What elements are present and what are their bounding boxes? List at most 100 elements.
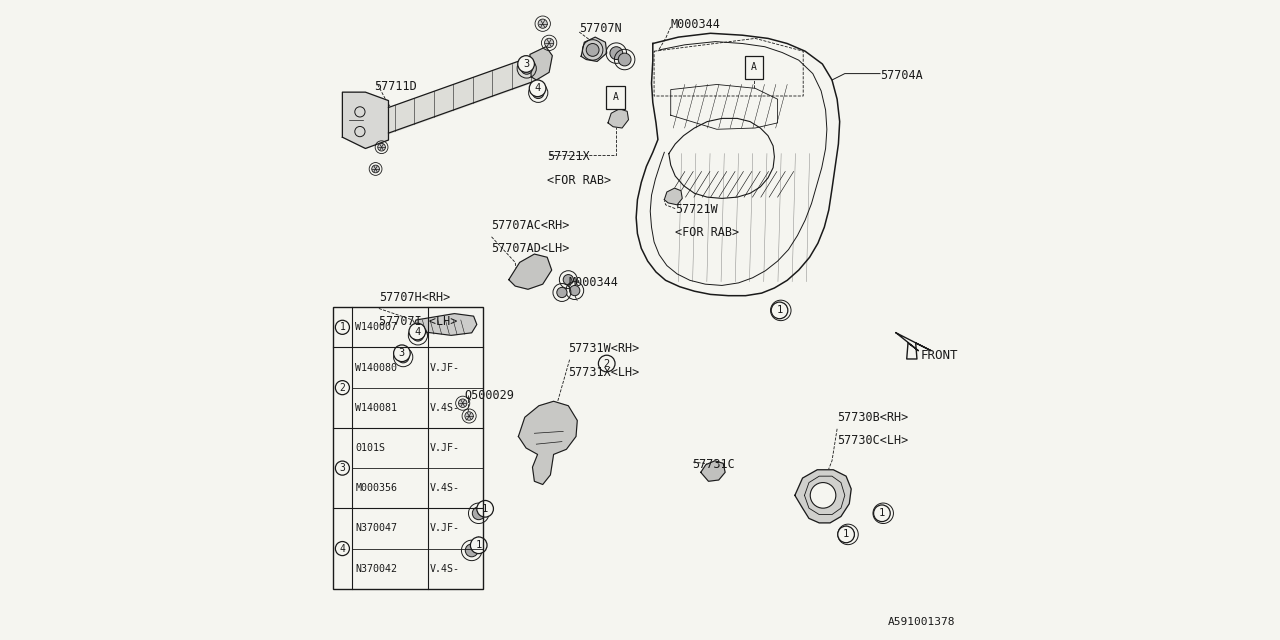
Circle shape [521, 63, 532, 74]
Circle shape [599, 355, 616, 372]
Text: 57707H<RH>: 57707H<RH> [379, 291, 451, 304]
Circle shape [771, 302, 788, 319]
Text: V.4S-: V.4S- [430, 403, 460, 413]
Text: 57707AD<LH>: 57707AD<LH> [492, 242, 570, 255]
Text: 4: 4 [339, 543, 346, 554]
Text: W140081: W140081 [356, 403, 397, 413]
Text: 57731X<LH>: 57731X<LH> [568, 366, 640, 379]
Text: <FOR RAB>: <FOR RAB> [548, 174, 612, 187]
Circle shape [544, 38, 554, 47]
Text: W140080: W140080 [356, 362, 397, 372]
Text: 57731W<RH>: 57731W<RH> [568, 342, 640, 355]
Text: 57707I <LH>: 57707I <LH> [379, 315, 457, 328]
Text: 2: 2 [604, 358, 609, 369]
Circle shape [371, 165, 379, 173]
Circle shape [774, 304, 787, 317]
Circle shape [397, 351, 410, 363]
Polygon shape [896, 333, 932, 359]
Text: 57731C: 57731C [692, 458, 735, 470]
Circle shape [842, 528, 855, 541]
Text: 4: 4 [415, 326, 420, 337]
Circle shape [412, 330, 424, 341]
Circle shape [586, 44, 599, 56]
Text: M000356: M000356 [356, 483, 397, 493]
Circle shape [335, 461, 349, 475]
Text: 57730B<RH>: 57730B<RH> [837, 411, 909, 424]
Text: V.4S-: V.4S- [430, 564, 460, 573]
Text: 1: 1 [339, 323, 346, 332]
Text: 57721W: 57721W [676, 204, 718, 216]
Circle shape [335, 541, 349, 556]
Circle shape [335, 320, 349, 334]
Circle shape [530, 80, 547, 97]
Text: Q500029: Q500029 [465, 389, 513, 402]
Text: W140007: W140007 [356, 323, 397, 332]
Text: 2: 2 [339, 383, 346, 393]
Polygon shape [581, 37, 607, 61]
Text: 57721X: 57721X [548, 150, 590, 163]
Circle shape [378, 143, 385, 151]
Circle shape [472, 507, 485, 520]
Text: 57704A: 57704A [881, 69, 923, 82]
Polygon shape [530, 47, 553, 80]
Circle shape [471, 537, 488, 554]
Text: 1: 1 [879, 508, 884, 518]
Polygon shape [508, 254, 552, 289]
Circle shape [465, 412, 474, 420]
Circle shape [810, 483, 836, 508]
Bar [745, 56, 763, 79]
Polygon shape [608, 109, 628, 128]
Text: 1: 1 [476, 540, 481, 550]
Text: V.4S-: V.4S- [430, 483, 460, 493]
Circle shape [557, 287, 567, 298]
Text: 57707AC<RH>: 57707AC<RH> [492, 219, 570, 232]
Circle shape [570, 285, 580, 296]
Polygon shape [795, 470, 851, 523]
Text: M000344: M000344 [568, 276, 618, 289]
Text: V.JF-: V.JF- [430, 443, 460, 453]
Bar [333, 307, 484, 589]
Circle shape [477, 500, 494, 517]
Circle shape [458, 399, 467, 408]
Circle shape [618, 53, 631, 66]
Circle shape [410, 323, 425, 340]
Text: A: A [613, 92, 618, 102]
Polygon shape [701, 461, 724, 481]
Polygon shape [343, 92, 389, 148]
Circle shape [517, 56, 535, 72]
Text: <FOR RAB>: <FOR RAB> [676, 227, 740, 239]
Text: N370042: N370042 [356, 564, 397, 573]
Polygon shape [518, 401, 577, 484]
Text: 3: 3 [339, 463, 346, 473]
Text: A591001378: A591001378 [887, 617, 955, 627]
Circle shape [563, 275, 573, 285]
Text: 57707N: 57707N [580, 22, 622, 35]
Bar [607, 86, 625, 109]
Circle shape [538, 19, 548, 28]
Text: V.JF-: V.JF- [430, 524, 460, 534]
Polygon shape [664, 188, 682, 205]
Text: 4: 4 [535, 83, 540, 93]
Text: A: A [751, 62, 756, 72]
Circle shape [466, 544, 479, 557]
Circle shape [837, 526, 855, 543]
Circle shape [532, 87, 544, 99]
Text: V.JF-: V.JF- [430, 362, 460, 372]
Text: FRONT: FRONT [920, 349, 957, 362]
Polygon shape [412, 314, 477, 335]
Text: N370047: N370047 [356, 524, 397, 534]
Circle shape [873, 505, 891, 522]
Text: 3: 3 [524, 59, 529, 69]
Text: 1: 1 [844, 529, 849, 540]
Text: 0101S: 0101S [356, 443, 385, 453]
Circle shape [335, 381, 349, 395]
Text: 3: 3 [399, 348, 404, 358]
Text: 57711D: 57711D [374, 80, 417, 93]
Circle shape [394, 345, 410, 362]
Text: 1: 1 [483, 504, 488, 514]
Circle shape [609, 47, 622, 60]
Text: M000344: M000344 [671, 18, 721, 31]
Circle shape [877, 507, 890, 520]
Text: 1: 1 [777, 305, 782, 316]
Text: 57730C<LH>: 57730C<LH> [837, 434, 909, 447]
